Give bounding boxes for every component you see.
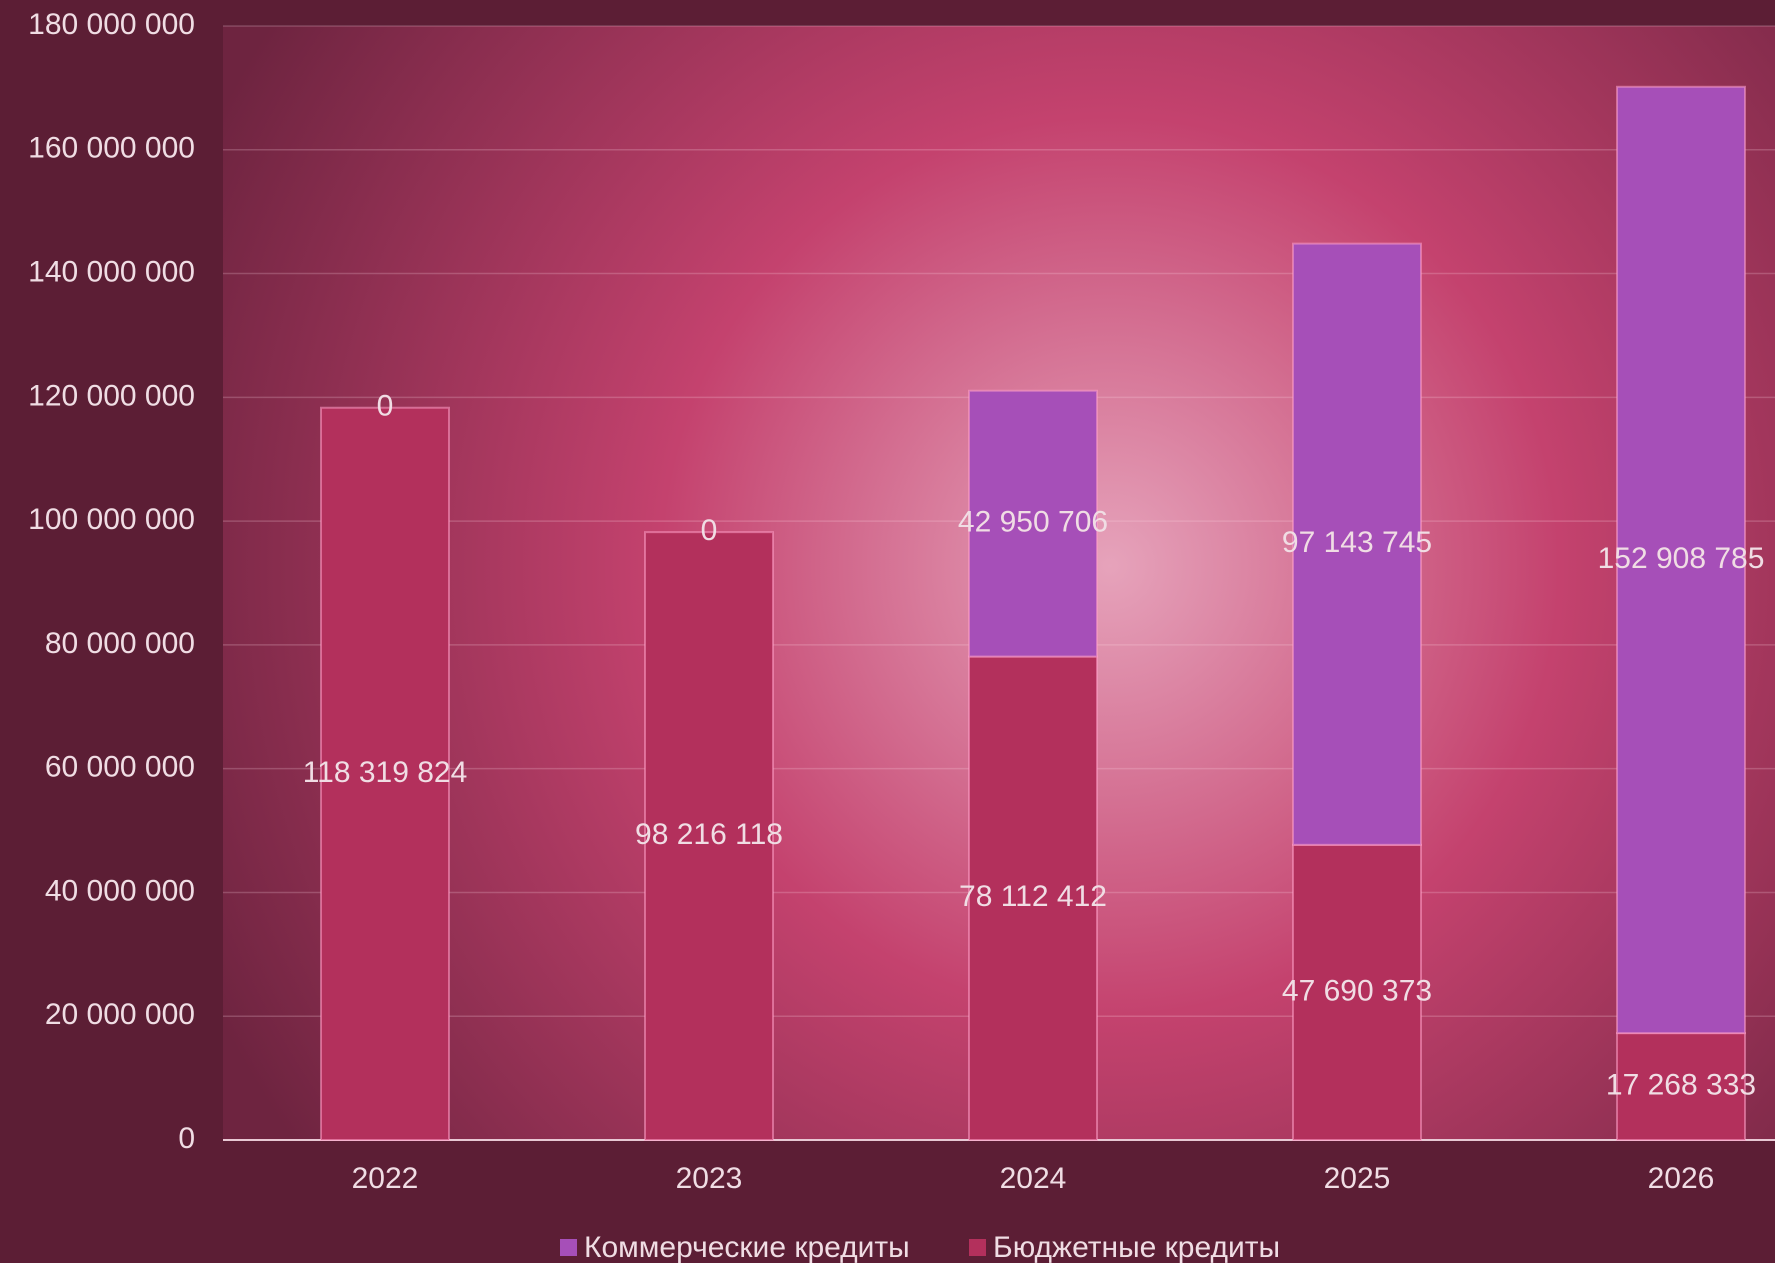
y-tick-label: 40 000 000 — [45, 874, 195, 907]
y-tick-label: 160 000 000 — [28, 132, 195, 165]
data-label: 17 268 333 — [1606, 1068, 1756, 1101]
x-tick-label: 2023 — [676, 1162, 743, 1195]
x-tick-label: 2024 — [1000, 1162, 1067, 1195]
data-label: 152 908 785 — [1598, 542, 1765, 575]
bar-segment — [320, 406, 450, 1141]
bar-segment — [1616, 85, 1746, 1035]
bar-segment — [644, 531, 774, 1141]
y-tick-label: 100 000 000 — [28, 503, 195, 536]
y-tick-label: 80 000 000 — [45, 627, 195, 660]
y-tick-label: 0 — [178, 1122, 195, 1155]
data-label: 97 143 745 — [1282, 526, 1432, 559]
data-label: 0 — [377, 390, 394, 423]
legend-marker — [969, 1239, 986, 1256]
data-label: 42 950 706 — [958, 506, 1108, 539]
bar-segment — [968, 389, 1098, 658]
bar-segment — [1292, 242, 1422, 846]
legend-label: Коммерческие кредиты — [584, 1231, 910, 1263]
data-label: 118 319 824 — [303, 756, 468, 789]
bar-segment — [1616, 1032, 1746, 1141]
legend-marker — [560, 1239, 577, 1256]
x-tick-label: 2026 — [1648, 1162, 1715, 1195]
y-tick-label: 120 000 000 — [28, 379, 195, 412]
legend-label: Бюджетные кредиты — [993, 1231, 1280, 1263]
y-tick-label: 60 000 000 — [45, 751, 195, 784]
data-label: 78 112 412 — [959, 880, 1107, 913]
bar-segment — [968, 655, 1098, 1142]
y-tick-label: 20 000 000 — [45, 998, 195, 1031]
y-tick-label: 140 000 000 — [28, 255, 195, 288]
data-label: 98 216 118 — [635, 818, 783, 851]
data-label: 47 690 373 — [1282, 974, 1432, 1007]
y-tick-label: 180 000 000 — [28, 8, 195, 41]
bar-segment — [1292, 843, 1422, 1142]
data-label: 0 — [701, 514, 718, 547]
x-tick-label: 2022 — [352, 1162, 419, 1195]
x-tick-label: 2025 — [1324, 1162, 1391, 1195]
